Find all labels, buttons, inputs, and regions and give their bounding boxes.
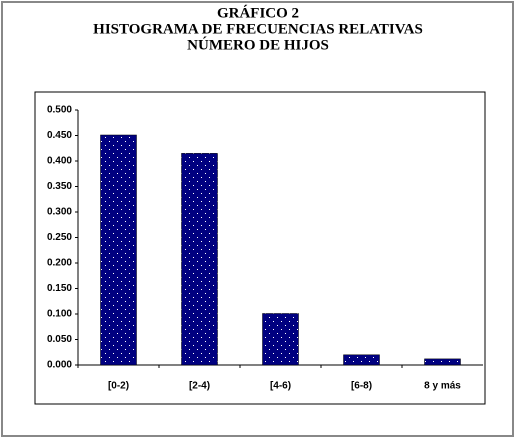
chart-title: NÚMERO DE HIJOS: [187, 36, 329, 53]
y-tick-label: 0.350: [47, 181, 72, 192]
x-tick-label: [2-4): [189, 381, 210, 392]
bar: [343, 354, 380, 366]
y-tick-label: 0.500: [47, 105, 72, 116]
y-tick-label: 0.400: [47, 156, 72, 167]
y-tick-label: 0.250: [47, 232, 72, 243]
bar: [424, 358, 461, 366]
chart-title: GRÁFICO 2: [217, 4, 299, 21]
bar: [181, 153, 218, 366]
y-tick-label: 0.150: [47, 283, 72, 294]
chart-title: HISTOGRAMA DE FRECUENCIAS RELATIVAS: [93, 21, 423, 37]
x-tick-label: [0-2): [108, 381, 129, 392]
x-tick-label: 8 y más: [424, 381, 461, 392]
bar: [100, 134, 137, 366]
y-tick-label: 0.200: [47, 258, 72, 269]
x-tick-label: [6-8): [351, 381, 372, 392]
y-tick-label: 0.100: [47, 309, 72, 320]
bar: [262, 313, 299, 366]
x-tick-label: [4-6): [270, 381, 291, 392]
y-tick-label: 0.050: [47, 334, 72, 345]
y-tick-label: 0.300: [47, 207, 72, 218]
y-tick-label: 0.450: [47, 130, 72, 141]
y-tick-label: 0.000: [47, 360, 72, 371]
